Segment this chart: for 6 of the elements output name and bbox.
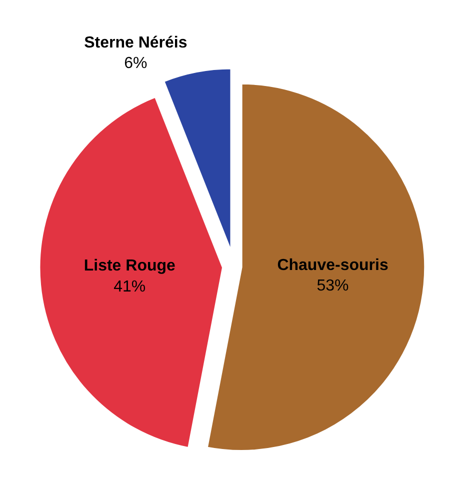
data-label: 6%	[124, 55, 148, 72]
slice-label: Liste Rouge	[84, 257, 176, 274]
data-label: 53%	[316, 278, 349, 295]
slice-label: Sterne Néréis	[84, 34, 188, 52]
slice-label: Chauve-souris	[277, 256, 388, 274]
data-label: 41%	[114, 278, 146, 296]
